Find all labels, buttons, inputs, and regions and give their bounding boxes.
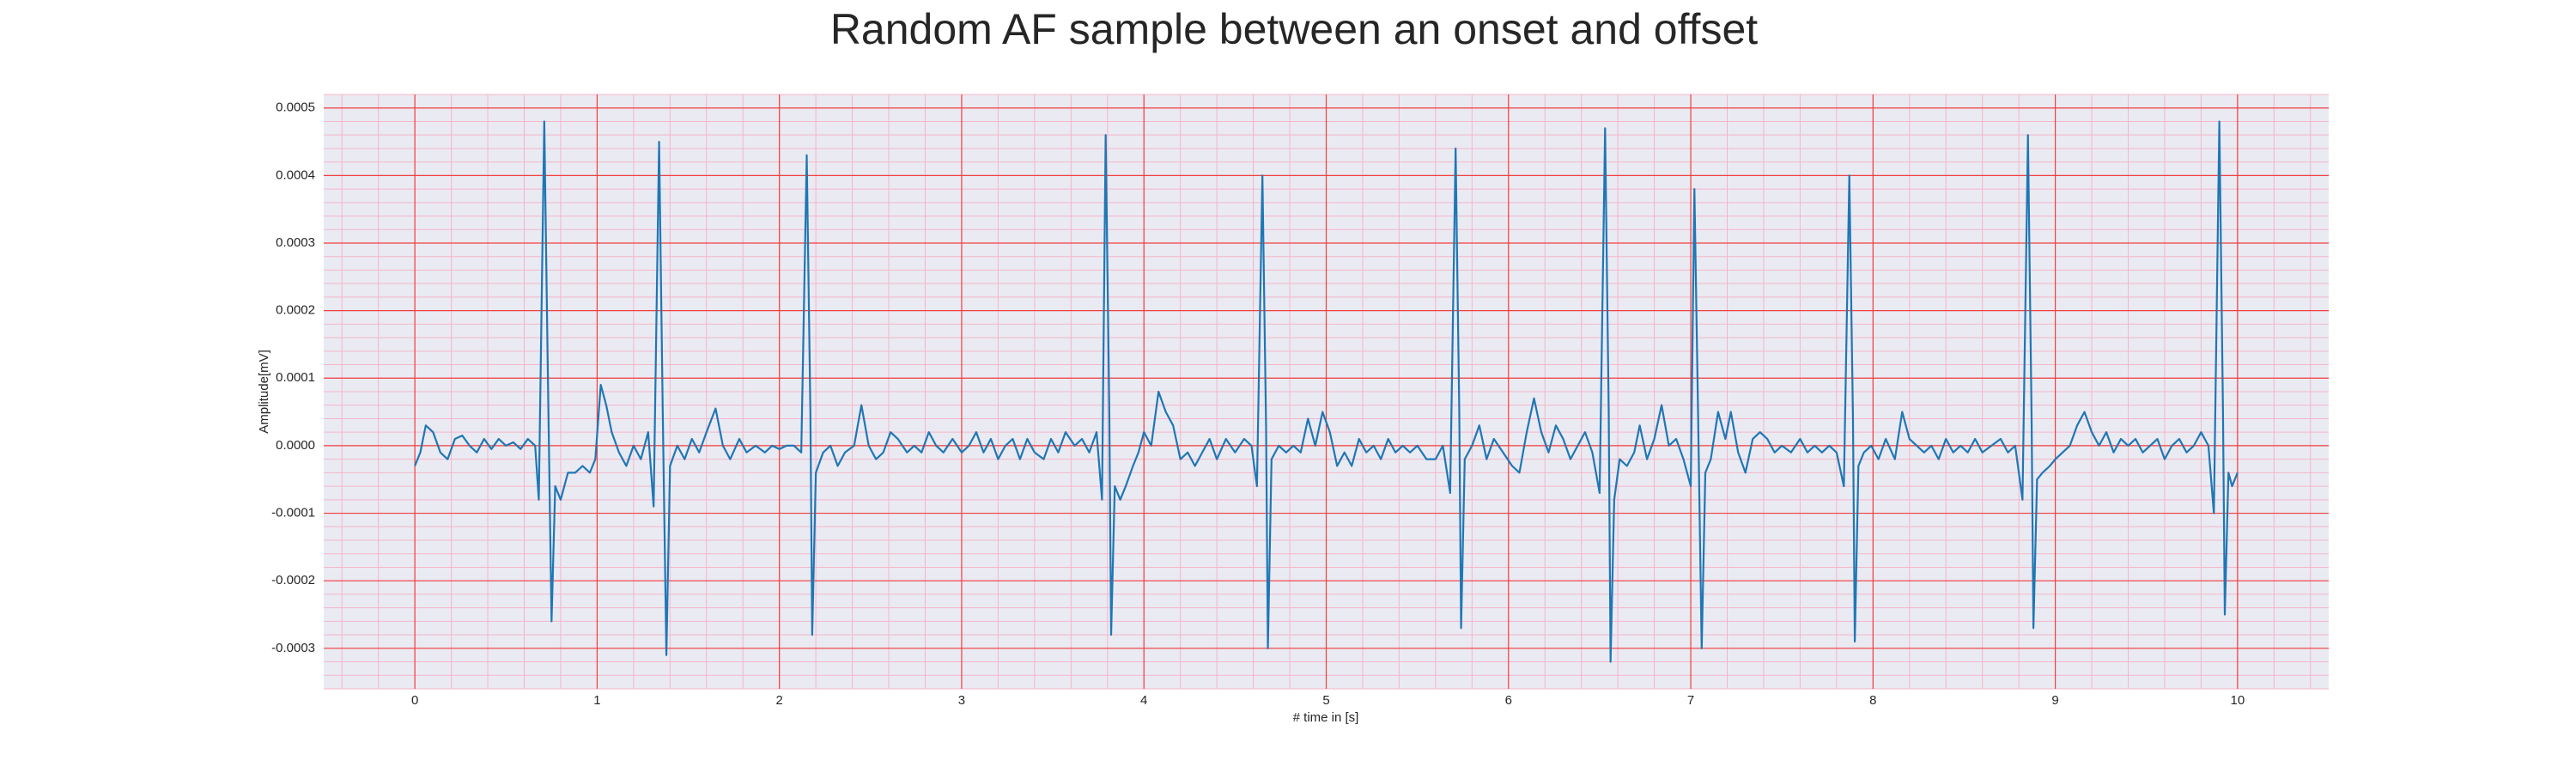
x-tick-label: 1 (593, 693, 600, 708)
y-axis-label: Amplitude[mV] (257, 350, 271, 434)
x-tick-label: 9 (2051, 693, 2058, 708)
x-tick-label: 0 (411, 693, 418, 708)
data-line (414, 120, 2239, 663)
y-tick-label: 0.0001 (276, 370, 315, 385)
chart-title: Random AF sample between an onset and of… (830, 5, 1758, 53)
y-tick-label: -0.0002 (271, 573, 315, 587)
x-tick-label: 10 (2231, 693, 2245, 708)
y-tick-label: -0.0001 (271, 506, 315, 520)
x-tick-label: 5 (1322, 693, 1329, 708)
y-tick-label: 0.0005 (276, 100, 315, 115)
x-axis-label: # time in [s] (1293, 710, 1359, 725)
y-tick-label: 0.0004 (276, 167, 315, 182)
x-tick-label: 7 (1687, 693, 1694, 708)
y-tick-label: 0.0003 (276, 235, 315, 250)
y-tick-label: 0.0000 (276, 438, 315, 453)
x-tick-label: 3 (958, 693, 965, 708)
x-tick-label: 6 (1505, 693, 1512, 708)
x-tick-label: 4 (1140, 693, 1147, 708)
x-tick-label: 2 (776, 693, 783, 708)
x-tick-label: 8 (1869, 693, 1876, 708)
y-tick-label: -0.0003 (271, 641, 315, 655)
y-tick-label: 0.0002 (276, 303, 315, 318)
